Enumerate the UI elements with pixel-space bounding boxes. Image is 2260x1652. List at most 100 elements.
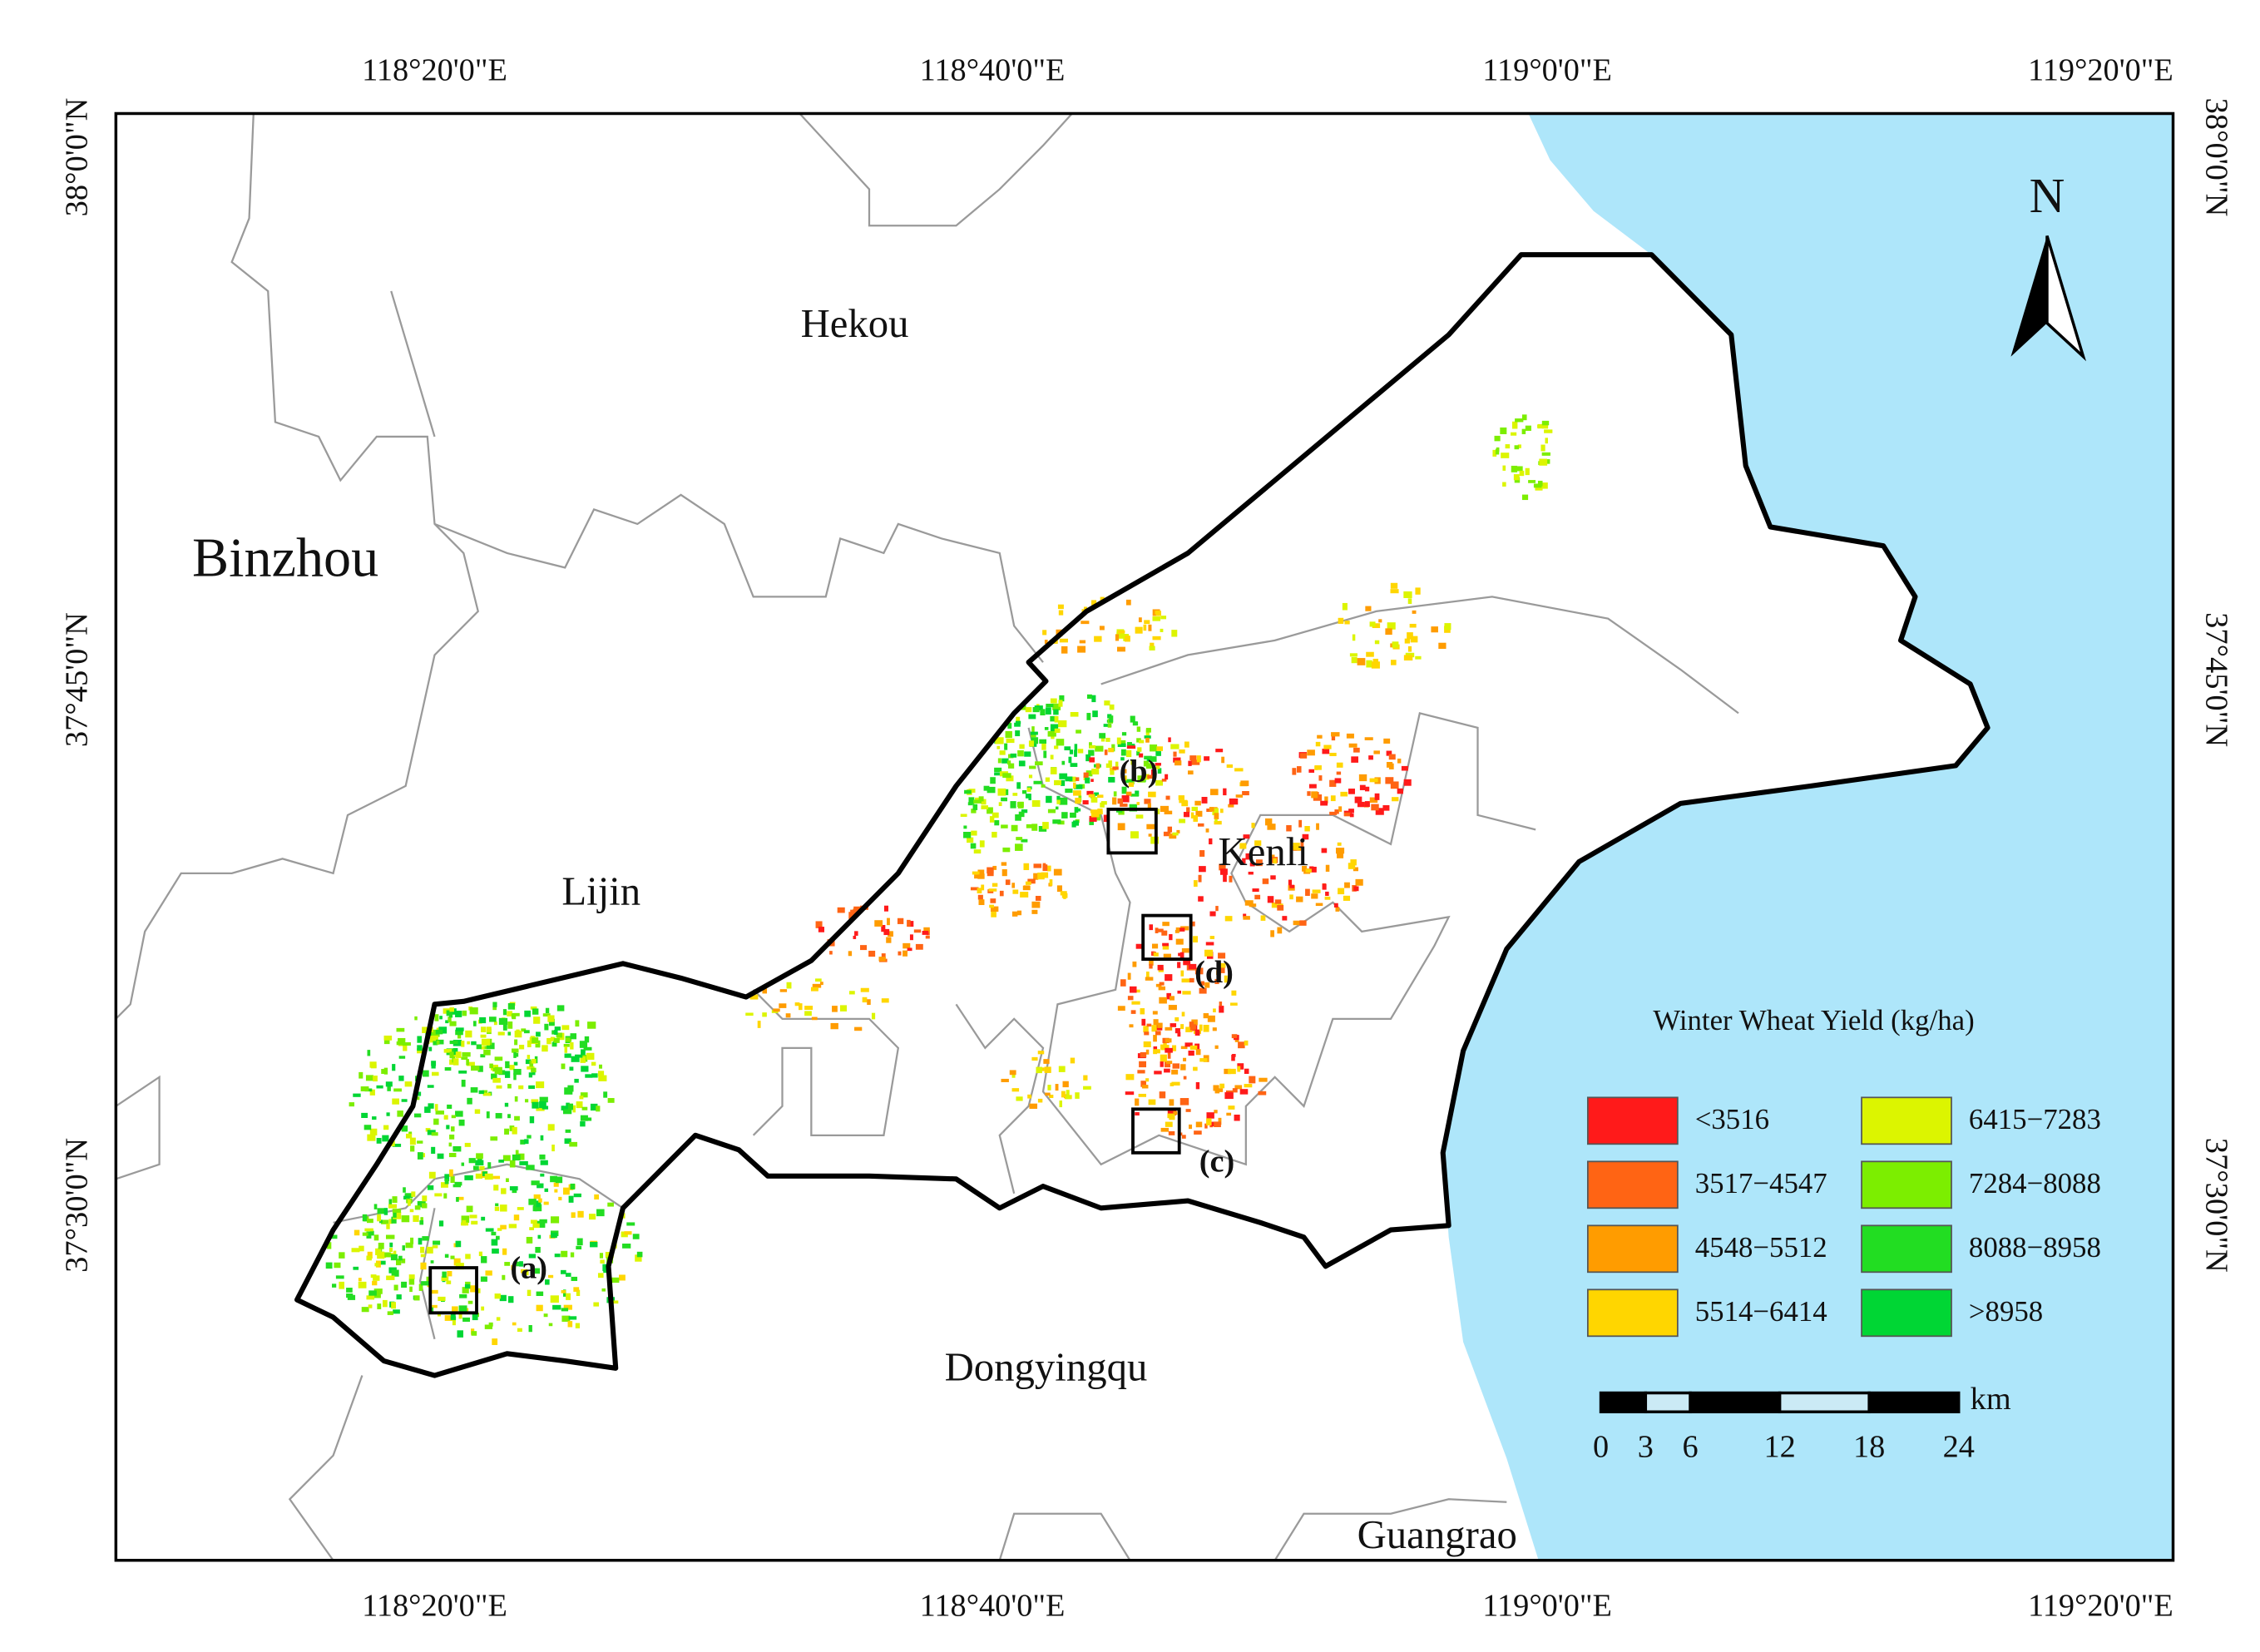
yield-pixel [1238, 1041, 1245, 1049]
yield-pixel [330, 1234, 338, 1239]
yield-pixel [361, 1112, 368, 1119]
yield-pixel [1058, 610, 1064, 616]
yield-pixel [1056, 795, 1061, 801]
yield-pixel [1052, 819, 1061, 824]
yield-pixel [426, 1246, 433, 1254]
yield-pixel [470, 1087, 478, 1093]
yield-pixel [1165, 1047, 1173, 1053]
yield-pixel [481, 1306, 485, 1311]
yield-pixel [455, 1027, 464, 1031]
yield-pixel [1298, 819, 1303, 828]
yield-pixel [442, 1271, 447, 1278]
yield-pixel [1322, 883, 1327, 890]
yield-pixel [550, 1175, 558, 1183]
yield-pixel [1073, 790, 1081, 796]
yield-pixel [624, 1231, 632, 1235]
yield-pixel [1075, 798, 1081, 804]
yield-pixel [1392, 797, 1399, 802]
yield-pixel [450, 1175, 455, 1184]
yield-pixel [1181, 1011, 1185, 1016]
yield-pixel [1076, 730, 1081, 734]
yield-pixel [786, 982, 792, 989]
yield-pixel [347, 1294, 356, 1300]
yield-pixel [529, 1115, 535, 1124]
yield-pixel [1162, 922, 1170, 927]
yield-pixel [449, 1021, 457, 1026]
yield-pixel [561, 1269, 566, 1274]
yield-pixel [1157, 928, 1164, 932]
site-label: (d) [1194, 955, 1234, 990]
yield-pixel [1125, 636, 1130, 642]
yield-pixel [1127, 996, 1134, 1001]
yield-pixel [1145, 1049, 1150, 1055]
yield-pixel [1052, 703, 1061, 710]
yield-pixel [1010, 753, 1017, 758]
yield-pixel [909, 934, 913, 941]
yield-pixel [886, 937, 892, 943]
yield-pixel [1027, 878, 1036, 884]
yield-pixel [511, 1048, 519, 1053]
yield-pixel [991, 912, 996, 918]
yield-pixel [1035, 895, 1041, 901]
yield-pixel [490, 1136, 498, 1141]
yield-pixel [1075, 808, 1081, 812]
yield-pixel [1150, 769, 1155, 777]
yield-pixel [1190, 759, 1200, 765]
yield-pixel [1135, 790, 1140, 797]
yield-pixel [1243, 913, 1247, 918]
yield-pixel [1056, 799, 1061, 804]
yield-pixel [1125, 791, 1132, 796]
yield-pixel [551, 1232, 557, 1239]
yield-pixel [992, 831, 997, 838]
yield-pixel [1296, 896, 1303, 903]
yield-pixel [488, 1322, 493, 1327]
yield-pixel [1173, 751, 1177, 757]
scale-tick-label: 12 [1763, 1430, 1795, 1465]
yield-pixel [1020, 892, 1029, 898]
yield-pixel [524, 1139, 529, 1145]
yield-pixel [1145, 728, 1151, 733]
yield-pixel [1053, 709, 1059, 715]
yield-pixel [1025, 707, 1032, 713]
yield-pixel [417, 1140, 423, 1144]
yield-pixel [434, 1014, 439, 1021]
yield-pixel [1203, 1025, 1209, 1032]
yield-pixel [498, 1160, 504, 1163]
yield-pixel [1121, 786, 1127, 794]
yield-pixel [1162, 944, 1170, 950]
yield-pixel [456, 1197, 459, 1202]
yield-pixel [1229, 798, 1239, 805]
yield-pixel [564, 1138, 571, 1144]
site-box [1131, 1107, 1181, 1155]
yield-pixel [1194, 800, 1201, 806]
legend-label: 8088−8958 [1969, 1231, 2101, 1264]
yield-pixel [1232, 1054, 1236, 1057]
yield-pixel [1016, 837, 1023, 841]
yield-pixel [1170, 1082, 1175, 1086]
yield-pixel [1145, 977, 1154, 981]
yield-pixel [528, 1085, 536, 1090]
yield-pixel [580, 1092, 588, 1098]
yield-pixel [452, 1145, 462, 1152]
yield-pixel [960, 814, 967, 817]
yield-pixel [1344, 621, 1350, 625]
yield-pixel [481, 1026, 487, 1032]
yield-pixel [539, 1096, 548, 1103]
yield-pixel [1330, 795, 1336, 802]
yield-pixel [1237, 1063, 1244, 1070]
yield-pixel [377, 1303, 382, 1309]
yield-pixel [386, 1275, 395, 1280]
yield-pixel [1001, 1078, 1009, 1082]
yield-pixel [1140, 1008, 1145, 1015]
yield-pixel [575, 1020, 580, 1027]
yield-pixel [978, 796, 984, 802]
yield-pixel [569, 1066, 574, 1071]
yield-pixel [1171, 1081, 1180, 1086]
yield-pixel [1150, 744, 1158, 752]
yield-pixel [1050, 724, 1059, 732]
yield-pixel [514, 1031, 522, 1038]
yield-pixel [429, 1035, 438, 1043]
yield-pixel [430, 1260, 434, 1264]
yield-pixel [597, 1071, 605, 1076]
yield-pixel [569, 1141, 578, 1147]
